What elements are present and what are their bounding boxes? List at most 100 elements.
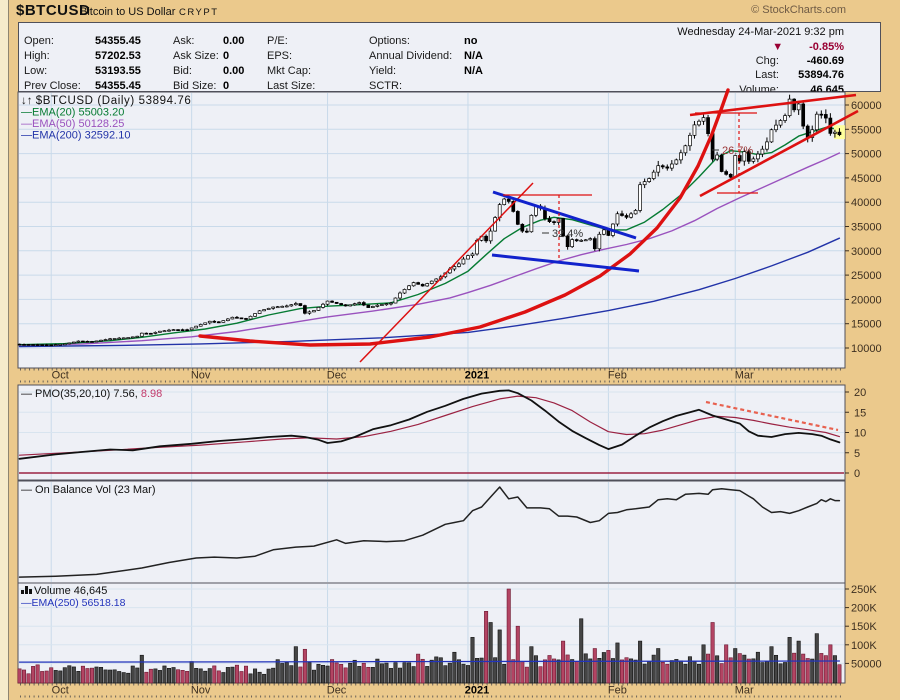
candle-body: [248, 315, 253, 320]
volume-bar: [239, 671, 244, 684]
quote-row: P/E:: [267, 34, 331, 49]
measurement-label-26-7: 26.7%: [722, 145, 753, 157]
candle-body: [502, 198, 507, 205]
volume-legend: Volume 46,645: [34, 585, 107, 597]
price-axis-label: 45000: [851, 173, 882, 185]
candle-body: [679, 152, 683, 161]
candle-body: [194, 325, 199, 329]
candle-body: [520, 223, 525, 232]
price-axis-label: 10000: [851, 343, 882, 355]
candle-body: [470, 253, 475, 257]
percent-change-line: ▼ -0.85%: [739, 40, 844, 54]
candle-body: [602, 229, 606, 235]
candle-body: [189, 327, 194, 331]
volume-bar: [17, 668, 22, 684]
volume-bar: [248, 673, 253, 684]
volume-bar: [792, 652, 797, 684]
pmo-axis-label: 20: [854, 387, 866, 399]
quote-row: SCTR:: [369, 79, 483, 94]
candle-body: [583, 239, 588, 242]
candle-body: [76, 340, 81, 343]
price-axis-label: 40000: [851, 197, 882, 209]
candle-body: [579, 239, 584, 242]
candle-body: [72, 341, 76, 344]
volume-bar: [778, 663, 783, 684]
volume-bar: [289, 665, 294, 684]
volume-bar: [157, 670, 162, 684]
month-label-feb: Feb: [608, 685, 627, 697]
candle-body: [429, 280, 434, 284]
candle-body: [525, 230, 529, 233]
candle-body: [701, 117, 706, 122]
candle-body: [660, 165, 665, 168]
volume-bar: [302, 648, 307, 684]
volume-bar: [398, 667, 403, 684]
volume-bar: [823, 655, 828, 684]
candle-body: [17, 343, 22, 346]
price-axis-label: 60000: [851, 100, 882, 112]
volume-bar: [674, 659, 679, 684]
candle-body: [321, 303, 325, 308]
change-line: Chg: -460.69: [739, 54, 844, 68]
volume-bar: [325, 665, 330, 684]
last-value: 53894.76: [798, 69, 844, 82]
candle-body: [407, 285, 411, 290]
month-label-nov: Nov: [191, 370, 211, 382]
volume-bar: [212, 665, 217, 684]
volume-bar: [524, 666, 529, 684]
candle-body: [706, 117, 710, 134]
candle-body: [574, 239, 579, 242]
volume-bar: [479, 657, 484, 684]
quote-col-fundamentals: P/E: EPS: Mkt Cap: Last Size:: [267, 34, 331, 94]
volume-bar: [280, 663, 285, 684]
candle-body: [207, 320, 212, 324]
volume-bar: [388, 668, 393, 684]
volume-bar: [683, 663, 688, 684]
volume-bar: [189, 661, 194, 684]
candle-body: [85, 340, 90, 343]
price-axis-label: 15000: [851, 319, 882, 331]
quote-row: Bid Size: 0: [173, 79, 244, 94]
volume-bar: [434, 656, 439, 684]
volume-bar: [108, 669, 113, 684]
quote-row: High: 57202.53: [24, 49, 141, 64]
volume-bar: [579, 618, 584, 684]
volume-bar: [89, 667, 94, 684]
candle-body: [398, 292, 402, 299]
candle-body: [715, 154, 719, 160]
blue-upper-trendline: [492, 190, 637, 240]
volume-bar: [796, 640, 801, 684]
quote-label: Bid:: [173, 65, 192, 77]
volume-bar: [832, 655, 837, 684]
candle-body: [35, 344, 40, 346]
volume-bar: [185, 671, 190, 684]
volume-bar: [506, 588, 511, 684]
candle-body: [719, 154, 724, 172]
quote-label: SCTR:: [369, 80, 402, 92]
candle-body: [420, 283, 425, 287]
volume-bar: [783, 662, 788, 684]
candle-body: [339, 303, 343, 306]
candle-body: [669, 163, 674, 169]
candle-body: [547, 218, 552, 222]
exchange-label: CRYPT: [179, 7, 219, 18]
volume-axis-label: 100K: [851, 640, 877, 652]
volume-bar: [40, 671, 45, 684]
quote-value: 0.00: [223, 35, 245, 47]
volume-bar: [710, 622, 715, 684]
volume-bar: [343, 667, 348, 684]
volume-bar: [542, 659, 547, 684]
volume-bar: [819, 653, 824, 684]
candle-body: [642, 181, 647, 186]
volume-bar: [370, 667, 375, 684]
volume-bar: [80, 665, 85, 684]
candle-body: [805, 125, 810, 138]
volume-bar: [592, 648, 597, 684]
candle-body: [511, 201, 516, 212]
volume-bar: [130, 665, 135, 684]
volume-bar: [230, 666, 235, 684]
volume-bar: [99, 667, 104, 684]
quote-label: Last Size:: [267, 80, 316, 92]
pmo-axis-label: 0: [854, 468, 860, 480]
blue-lower-trendline: [491, 253, 640, 273]
